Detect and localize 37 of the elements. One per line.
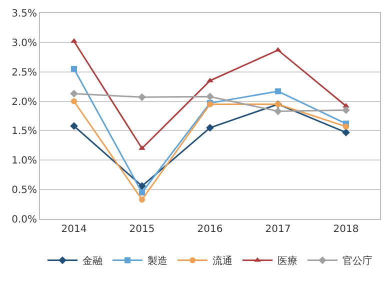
point	[70, 38, 78, 43]
point	[343, 124, 349, 130]
x-tick-label: 2015	[129, 224, 155, 235]
x-tick-label: 2016	[197, 224, 223, 235]
point	[342, 106, 350, 114]
point	[138, 145, 146, 150]
legend-label: 流通	[212, 255, 232, 268]
y-tick-label: 1.0%	[12, 156, 37, 167]
point	[70, 90, 78, 98]
y-tick-label: 0.5%	[12, 185, 37, 196]
point	[139, 190, 145, 196]
y-tick-label: 2.5%	[12, 67, 37, 78]
point	[342, 102, 350, 108]
point	[275, 88, 281, 94]
legend-label: 製造	[148, 255, 168, 268]
x-tick-label: 2017	[265, 224, 291, 235]
point	[206, 124, 214, 132]
x-tick-label: 2014	[61, 224, 87, 235]
point	[71, 98, 77, 104]
point	[274, 107, 282, 116]
y-tick-label: 3.0%	[12, 38, 37, 49]
point	[274, 47, 282, 52]
y-tick-label: 3.5%	[12, 8, 37, 20]
y-tick-label: 2.0%	[12, 96, 37, 108]
point	[70, 122, 78, 130]
point	[342, 128, 350, 136]
point	[139, 196, 145, 203]
y-tick-label: 1.5%	[12, 126, 37, 138]
legend-label: 官公庁	[342, 255, 372, 268]
legend-label: 金融	[82, 255, 102, 268]
point	[71, 66, 77, 72]
y-tick-label: 0.0%	[12, 214, 37, 226]
legend-label: 医療	[278, 255, 298, 268]
point	[206, 92, 214, 100]
point	[206, 78, 214, 82]
point	[138, 93, 146, 102]
x-tick-label: 2018	[333, 224, 359, 235]
